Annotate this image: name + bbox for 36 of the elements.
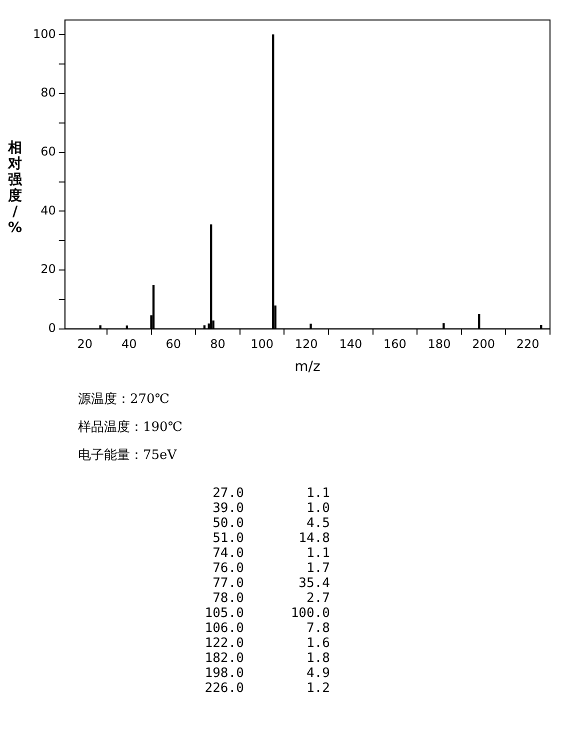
x-axis-title: m/z bbox=[294, 359, 320, 376]
y-tick-label: 100 bbox=[33, 26, 56, 41]
x-tick-label: 180 bbox=[428, 337, 451, 352]
x-tick-label: 200 bbox=[472, 337, 495, 352]
x-tick-label: 80 bbox=[210, 337, 226, 352]
x-tick-label: 20 bbox=[77, 337, 92, 352]
x-tick-label: 40 bbox=[122, 337, 137, 352]
text: 198.0 4.9 bbox=[204, 666, 330, 681]
x-tick-label: 220 bbox=[516, 337, 540, 352]
text: 51.0 14.8 bbox=[212, 531, 330, 546]
text: 76.0 1.7 bbox=[212, 561, 330, 576]
text: 27.0 1.1 bbox=[212, 486, 330, 501]
text: 74.0 1.1 bbox=[212, 546, 330, 561]
y-tick-label: 20 bbox=[40, 262, 56, 276]
x-tick-label: 120 bbox=[294, 337, 318, 352]
text: 105.0 100.0 bbox=[204, 606, 330, 621]
text: 122.0 1.6 bbox=[204, 636, 330, 651]
x-tick-label: 160 bbox=[383, 337, 406, 352]
x-tick-label: 60 bbox=[166, 337, 182, 352]
y-tick-label: 0 bbox=[48, 320, 56, 335]
text: 78.0 2.7 bbox=[212, 591, 330, 606]
text: 39.0 1.0 bbox=[212, 501, 330, 516]
text: 77.0 35.4 bbox=[212, 576, 330, 591]
y-tick-label: 60 bbox=[40, 144, 56, 158]
y-tick-label: 80 bbox=[40, 86, 56, 100]
text: 电子能量：75eV bbox=[78, 447, 178, 464]
text: 样品温度：190℃ bbox=[78, 419, 184, 436]
y-tick-label: 40 bbox=[40, 203, 56, 218]
x-tick-label: 100 bbox=[250, 337, 274, 352]
text: 226.0 1.2 bbox=[204, 681, 330, 696]
text: 50.0 4.5 bbox=[212, 516, 330, 531]
x-tick-label: 140 bbox=[339, 337, 362, 352]
text: 182.0 1.8 bbox=[204, 651, 330, 666]
y-axis-title: 相对强度/% bbox=[8, 140, 22, 236]
text: 源温度：270℃ bbox=[78, 391, 170, 408]
text: 106.0 7.8 bbox=[204, 621, 330, 636]
